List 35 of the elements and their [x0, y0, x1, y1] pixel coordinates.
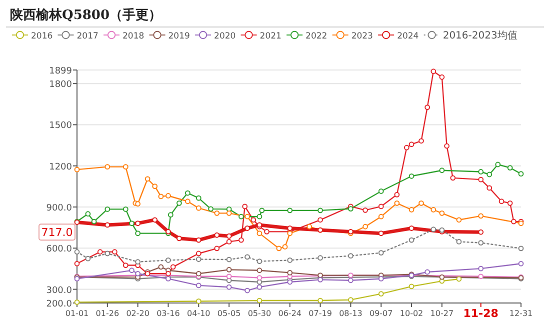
- y-tick-label: 300.0: [46, 286, 72, 296]
- legend-label: 2016-2023均值: [442, 30, 518, 42]
- x-tick-label: 12-31: [509, 309, 533, 318]
- x-tick-label: 02-20: [126, 309, 150, 318]
- legend-label: 2021: [260, 32, 282, 42]
- legend-label: 2016: [31, 32, 53, 42]
- text: 11-28: [463, 307, 498, 320]
- y-tick-label: 200.0: [46, 300, 72, 310]
- y-tick-label: 600.0: [46, 244, 72, 255]
- x-tick-label: 08-13: [339, 309, 362, 318]
- x-tick-label: 07-19: [308, 309, 332, 318]
- legend-label: 2019: [168, 32, 190, 42]
- x-tick-label: 01-26: [96, 309, 120, 318]
- legend-label: 2022: [306, 32, 328, 42]
- y-tick-label: 1500: [49, 121, 72, 132]
- y-tick-label: 1200: [49, 162, 72, 172]
- legend-label: 2018: [122, 32, 144, 42]
- legend-label: 2017: [76, 32, 98, 42]
- legend-label: 2023: [351, 32, 373, 42]
- x-tick-label: 04-10: [187, 309, 210, 318]
- x-tick-label: 06-24: [278, 309, 302, 318]
- x-tick-label: 10-02: [400, 309, 424, 318]
- x-tick-label: 05-30: [248, 309, 272, 318]
- legend-label: 2024: [397, 32, 419, 42]
- y-tick-label: 900.0: [46, 204, 72, 214]
- y-tick-label: 1899: [49, 66, 72, 76]
- x-tick-label: 05-05: [217, 309, 241, 318]
- x-tick-label: 03-16: [156, 309, 180, 318]
- x-tick-label: 09-07: [369, 309, 393, 318]
- x-tick-label: 01-01: [65, 309, 89, 318]
- legend-label: 2020: [214, 32, 236, 42]
- y-tick-label: 1800: [49, 80, 72, 90]
- x-tick-label: 10-27: [430, 309, 454, 318]
- annotation: 717.0: [41, 226, 73, 240]
- chart-title: 陕西榆林Q5800（手更）: [10, 7, 162, 23]
